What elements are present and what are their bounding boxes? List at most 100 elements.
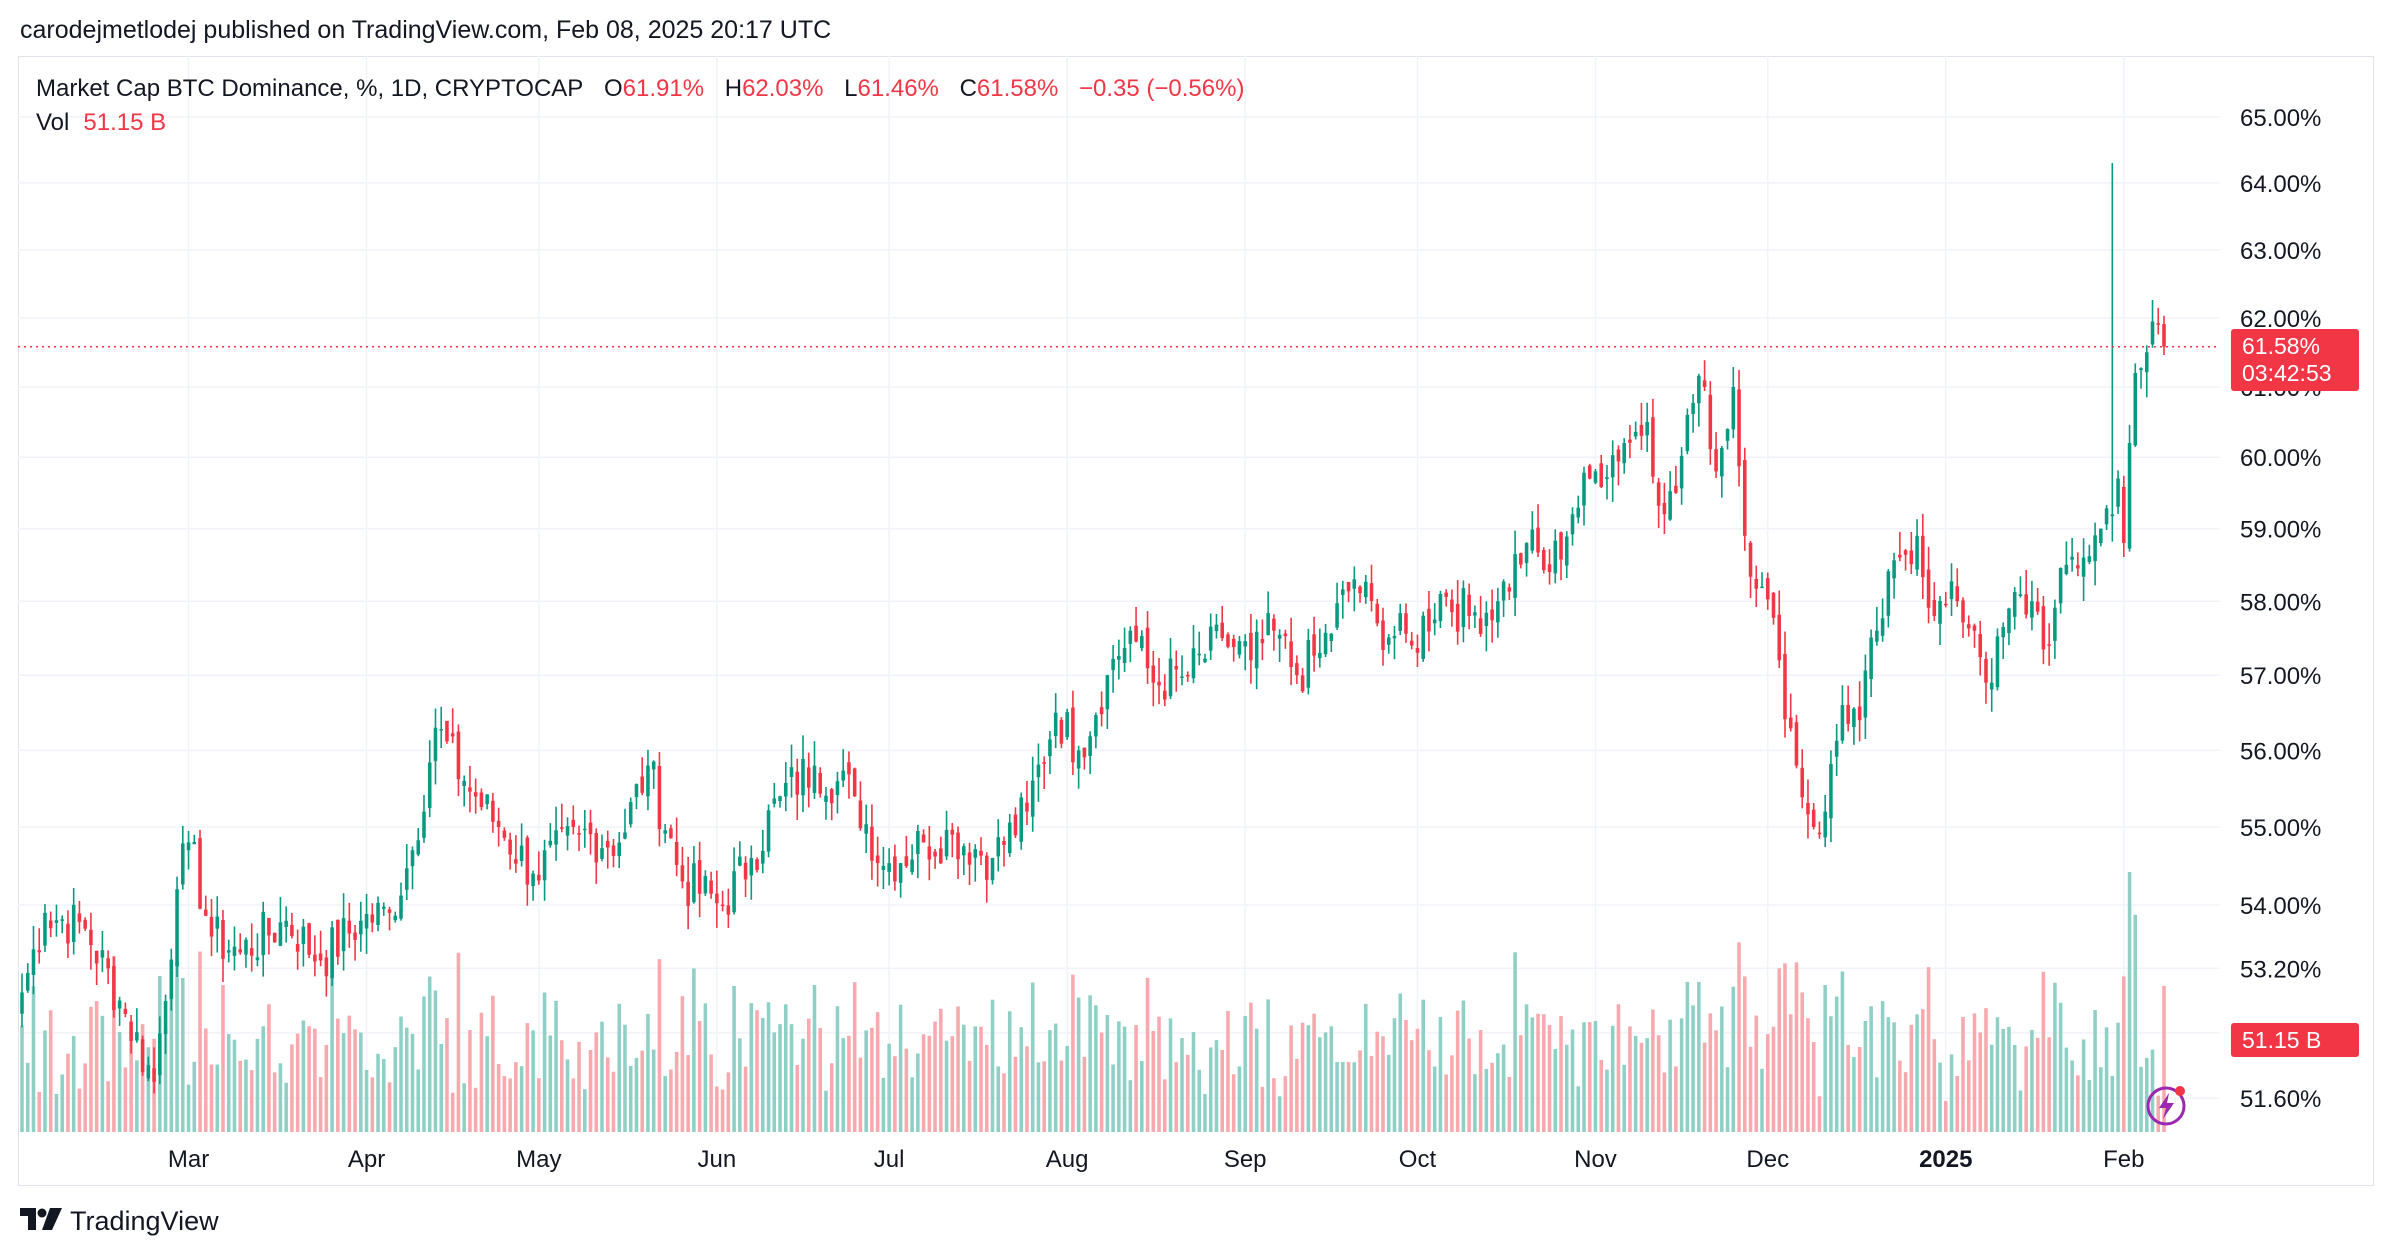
candle-body (450, 733, 455, 737)
volume-bar (1748, 1046, 1753, 1132)
chart-legend: Market Cap BTC Dominance, %, 1D, CRYPTOC… (36, 72, 1244, 140)
volume-bar (973, 1026, 978, 1132)
volume-bar (1610, 1025, 1615, 1132)
candle-body (244, 939, 248, 955)
volume-bar (456, 952, 461, 1132)
volume-bar (112, 956, 116, 1132)
candle-body (1283, 633, 1288, 637)
volume-bar (772, 1032, 777, 1132)
volume-bar (433, 990, 438, 1132)
y-tick-label: 54.00% (2240, 893, 2321, 920)
volume-bar (594, 1032, 599, 1132)
volume-bar (60, 1074, 64, 1132)
volume-bar (485, 1036, 489, 1132)
candle-body (847, 762, 851, 775)
volume-bar (1800, 992, 1804, 1132)
candle-body (2041, 606, 2046, 650)
volume-bar (1243, 1016, 1247, 1132)
volume-bar (514, 1062, 518, 1132)
volume-bar (2053, 982, 2057, 1132)
candle-body (232, 946, 237, 956)
candle-body (445, 720, 449, 742)
volume-bar (1829, 1016, 1833, 1132)
candle-body (284, 920, 288, 927)
candle-body (1915, 535, 1919, 570)
candle-body (1496, 601, 1500, 623)
volume-bar (560, 1040, 564, 1132)
candle-body (766, 810, 771, 852)
candle-body (198, 838, 202, 909)
volume-bar (1174, 1062, 1179, 1132)
volume-bar (1490, 1062, 1494, 1132)
volume-bar (117, 1031, 122, 1132)
volume-bar (404, 1027, 409, 1132)
candle-body (1863, 670, 1868, 718)
lightning-icon[interactable] (2144, 1082, 2190, 1133)
candle-body (473, 792, 478, 797)
tradingview-brand[interactable]: TradingView (20, 1206, 219, 1237)
candle-body (824, 795, 828, 802)
volume-bar (508, 1078, 512, 1132)
volume-bar (1949, 1054, 1954, 1132)
volume-bar (617, 1003, 622, 1132)
candle-body (525, 837, 530, 885)
volume-bar (54, 1093, 59, 1132)
volume-bar (1312, 1013, 1316, 1132)
volume-bar (71, 1036, 76, 1132)
ohlc-row: Market Cap BTC Dominance, %, 1D, CRYPTOC… (36, 72, 1244, 106)
volume-bar (2156, 1095, 2161, 1132)
symbol-title: Market Cap BTC Dominance, %, 1D, CRYPTOC… (36, 75, 584, 102)
candle-body (795, 771, 800, 795)
candle-body (1651, 417, 1655, 477)
x-tick-label: 2025 (1919, 1146, 1972, 1173)
volume-bar (1231, 1074, 1236, 1132)
volume-bar (1099, 1032, 1104, 1132)
candle-body (106, 958, 110, 969)
candle-body (376, 902, 380, 925)
volume-bar (341, 1033, 346, 1132)
y-tick-label: 51.60% (2240, 1086, 2321, 1113)
candle-body (2116, 478, 2120, 507)
candle-body (1783, 654, 1787, 720)
volume-bar (806, 1018, 811, 1132)
candle-body (1639, 425, 1644, 436)
volume-bar (175, 961, 179, 1132)
candle-body (1306, 639, 1311, 688)
volume-bar (715, 1086, 719, 1132)
change-value: −0.35 (−0.56%) (1079, 75, 1245, 102)
candle-body (519, 845, 524, 862)
volume-bar (1444, 1074, 1448, 1132)
candle-body (249, 948, 254, 956)
candle-body (1231, 638, 1236, 648)
volume-bar (450, 1092, 455, 1132)
candle-body (738, 856, 742, 866)
high-value: 62.03% (742, 75, 824, 102)
candle-body (1277, 634, 1282, 639)
volume-bar (1352, 1062, 1357, 1132)
candle-body (1519, 553, 1523, 565)
volume-bar (2081, 1039, 2086, 1132)
candle-body (984, 855, 989, 880)
y-tick-label: 62.00% (2240, 306, 2321, 333)
candle-body (2127, 443, 2132, 549)
volume-bar (496, 1063, 501, 1132)
volume-bar (353, 1029, 357, 1132)
volume-bar (1811, 1042, 1816, 1132)
candle-body (743, 862, 748, 880)
candle-body (582, 828, 587, 831)
candle-body (1105, 675, 1110, 710)
candle-body (1260, 639, 1265, 644)
volume-bar (1163, 1079, 1167, 1132)
volume-bar (20, 1025, 24, 1132)
candle-body (399, 895, 403, 919)
volume-bar (1938, 1062, 1942, 1132)
candle-body (709, 880, 713, 894)
volume-bar (439, 1043, 443, 1132)
candle-body (1760, 586, 1764, 589)
candle-body (336, 919, 340, 957)
volume-bar (479, 1012, 484, 1132)
candle-body (387, 909, 392, 913)
volume-bar (1536, 1013, 1540, 1132)
y-tick-label: 58.00% (2240, 589, 2321, 616)
